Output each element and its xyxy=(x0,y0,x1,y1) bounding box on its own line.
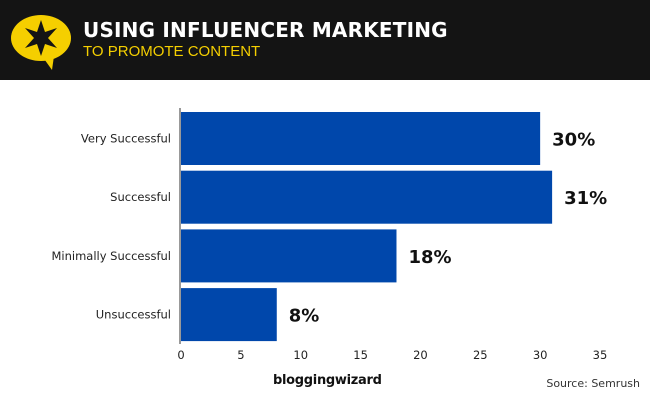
bar-chart: Very Successful 30% Successful 31% Minimally… xyxy=(51,108,608,362)
bar xyxy=(181,170,553,224)
x-tick-label: 30 xyxy=(533,348,548,362)
header: USING INFLUENCER MARKETING TO PROMOTE CO… xyxy=(0,0,650,80)
brand-logo: bloggingwizard xyxy=(273,373,382,388)
category-label: Very Successful xyxy=(81,132,171,146)
bar xyxy=(181,229,397,283)
category-label: Unsuccessful xyxy=(96,308,171,322)
star-speech-bubble-icon xyxy=(11,15,71,70)
subtitle: TO PROMOTE CONTENT xyxy=(83,43,261,60)
x-tick-label: 5 xyxy=(237,348,244,362)
source-note: Source: Semrush xyxy=(546,377,640,390)
category-label: Minimally Successful xyxy=(51,249,171,263)
bar xyxy=(181,112,541,165)
x-tick-label: 15 xyxy=(353,348,368,362)
x-tick-label: 35 xyxy=(593,348,608,362)
x-tick-label: 20 xyxy=(413,348,428,362)
data-label: 31% xyxy=(564,188,607,209)
data-label: 18% xyxy=(408,247,451,268)
x-tick-label: 0 xyxy=(177,348,184,362)
title: USING INFLUENCER MARKETING xyxy=(83,18,448,42)
x-tick-label: 25 xyxy=(473,348,488,362)
category-label: Successful xyxy=(110,190,171,204)
x-tick-label: 10 xyxy=(293,348,308,362)
data-label: 8% xyxy=(289,306,320,327)
bar xyxy=(181,288,277,342)
data-label: 30% xyxy=(552,130,595,151)
